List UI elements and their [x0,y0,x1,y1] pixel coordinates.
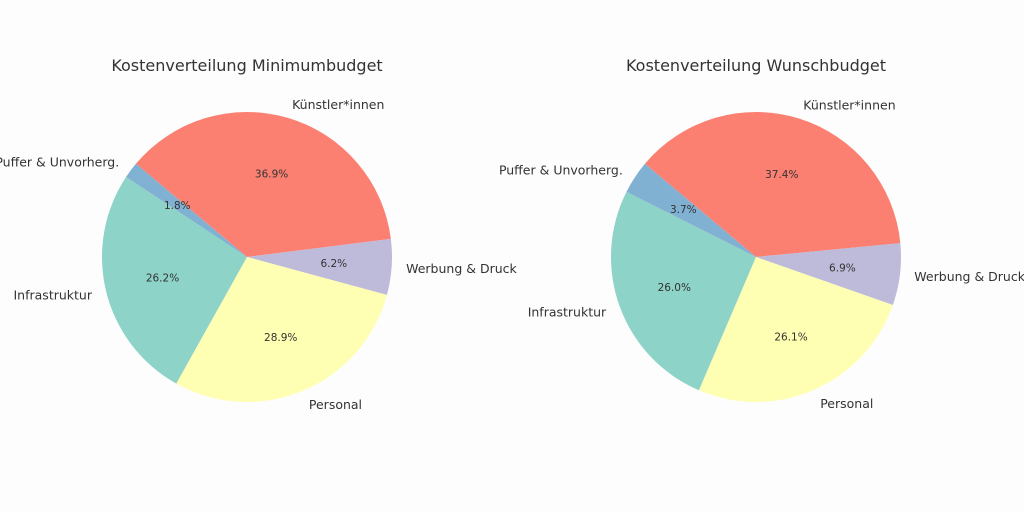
category-label-k-nstler-innen: Künstler*innen [292,97,384,112]
value-label-k-nstler-innen: 36.9% [255,169,288,181]
slice-personal [176,257,387,402]
category-label-puffer-unvorherg: Puffer & Unvorherg. [0,155,119,170]
value-label-personal: 26.1% [774,332,807,344]
labels: 37.4% Künstler*innen 6.9% Werbung & Druck 26… [499,98,1024,411]
category-label-infrastruktur: Infrastruktur [14,288,93,303]
pie-chart-minimumbudget: Kostenverteilung Minimumbudget 36.9% Küns… [0,56,518,412]
value-label-infrastruktur: 26.2% [146,273,179,285]
category-label-personal: Personal [309,397,362,412]
slices [101,111,392,402]
category-label-k-nstler-innen: Künstler*innen [803,98,895,113]
chart-title: Kostenverteilung Minimumbudget [111,56,382,75]
slice-werbung-druck [756,243,901,305]
chart-title: Kostenverteilung Wunschbudget [626,56,886,75]
pie-chart-wunschbudget: Kostenverteilung Wunschbudget 37.4% Künst… [499,56,1024,411]
labels: 36.9% Künstler*innen 6.2% Werbung & Druck 28… [0,97,518,412]
slice-infrastruktur [610,191,756,391]
slices [610,112,901,402]
slice-k-nstler-innen [135,111,391,257]
category-label-infrastruktur: Infrastruktur [528,305,607,320]
slice-puffer-unvorherg [126,163,247,257]
value-label-werbung-druck: 6.2% [320,258,347,270]
slice-k-nstler-innen [644,112,901,257]
category-label-puffer-unvorherg: Puffer & Unvorherg. [499,162,623,177]
category-label-werbung-druck: Werbung & Druck [914,269,1024,284]
slice-werbung-druck [247,238,392,295]
value-label-k-nstler-innen: 37.4% [765,169,798,181]
slice-infrastruktur [101,176,247,384]
value-label-werbung-druck: 6.9% [829,263,856,275]
value-label-infrastruktur: 26.0% [658,282,691,294]
value-label-personal: 28.9% [264,332,297,344]
value-label-puffer-unvorherg: 1.8% [164,200,191,212]
value-label-puffer-unvorherg: 3.7% [670,204,697,216]
slice-personal [698,257,893,402]
category-label-personal: Personal [820,396,873,411]
slice-puffer-unvorherg [626,163,756,257]
category-label-werbung-druck: Werbung & Druck [406,261,517,276]
